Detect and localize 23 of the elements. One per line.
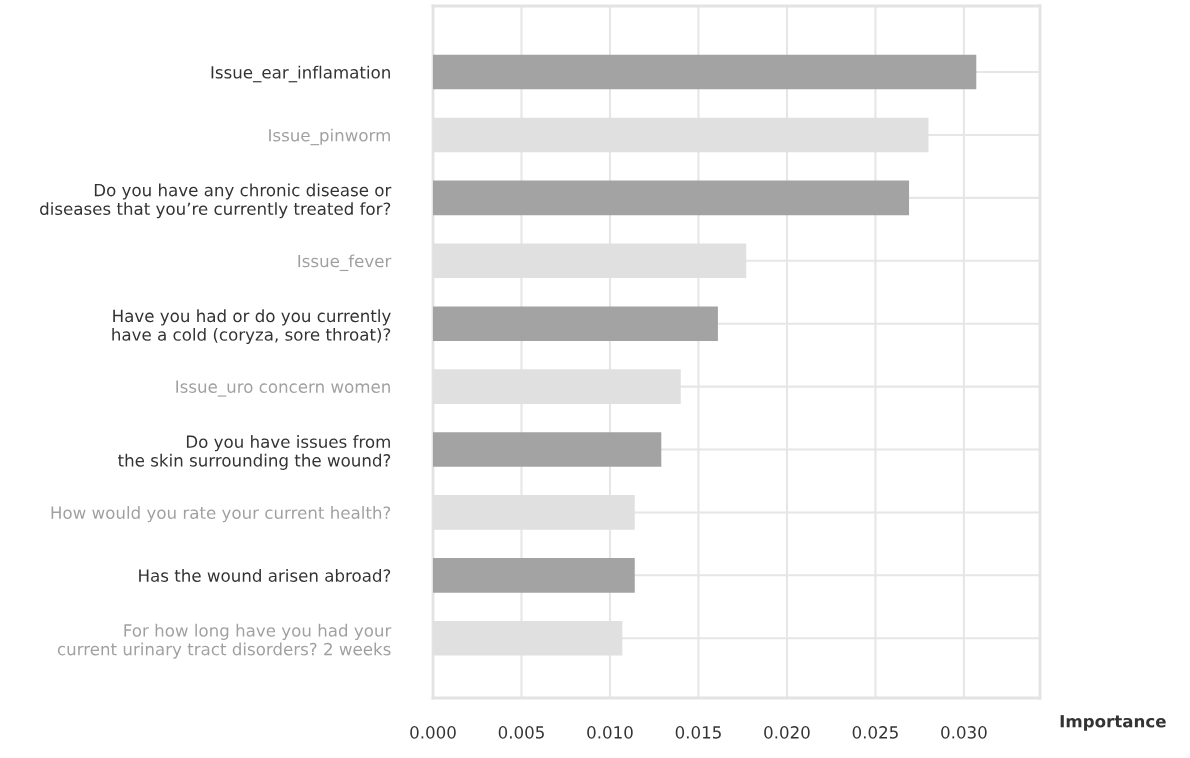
y-tick-label: Have you had or do you currently have a cold (coryza, sore throat)?: [112, 309, 391, 345]
x-tick-label: 0.015: [675, 726, 721, 739]
bar: [433, 54, 977, 90]
x-tick-label: 0.025: [852, 726, 898, 739]
y-tick-label: Issue_fever: [298, 254, 392, 272]
bar: [433, 306, 718, 341]
bar: [433, 180, 910, 216]
y-tick-label: Do you have any chronic disease or diseases that you’re currently treated for?: [40, 183, 392, 219]
y-tick-label: For how long have you had your current urinary tract disorders? 2 weeks: [57, 623, 392, 659]
y-tick-label: Issue_uro concern women: [176, 380, 390, 397]
x-axis-title: Importance: [1060, 715, 1166, 731]
y-tick-label: Do you have issues from the skin surrounding the wound?: [118, 435, 391, 470]
y-tick-label: Issue_pinworm: [269, 128, 390, 146]
bar: [433, 432, 662, 467]
y-tick-label: How would you rate your current health?: [51, 506, 391, 523]
x-tick-label: 0.020: [764, 726, 810, 739]
bar: [433, 558, 635, 593]
y-tick-label: Has the wound arisen abroad?: [139, 569, 391, 582]
x-tick-label: 0.000: [410, 726, 456, 739]
y-tick-label: Issue_ear_inflamation: [211, 65, 390, 83]
x-tick-label: 0.030: [941, 726, 987, 739]
x-tick-label: 0.005: [498, 726, 544, 739]
x-tick-label: 0.010: [587, 726, 633, 739]
